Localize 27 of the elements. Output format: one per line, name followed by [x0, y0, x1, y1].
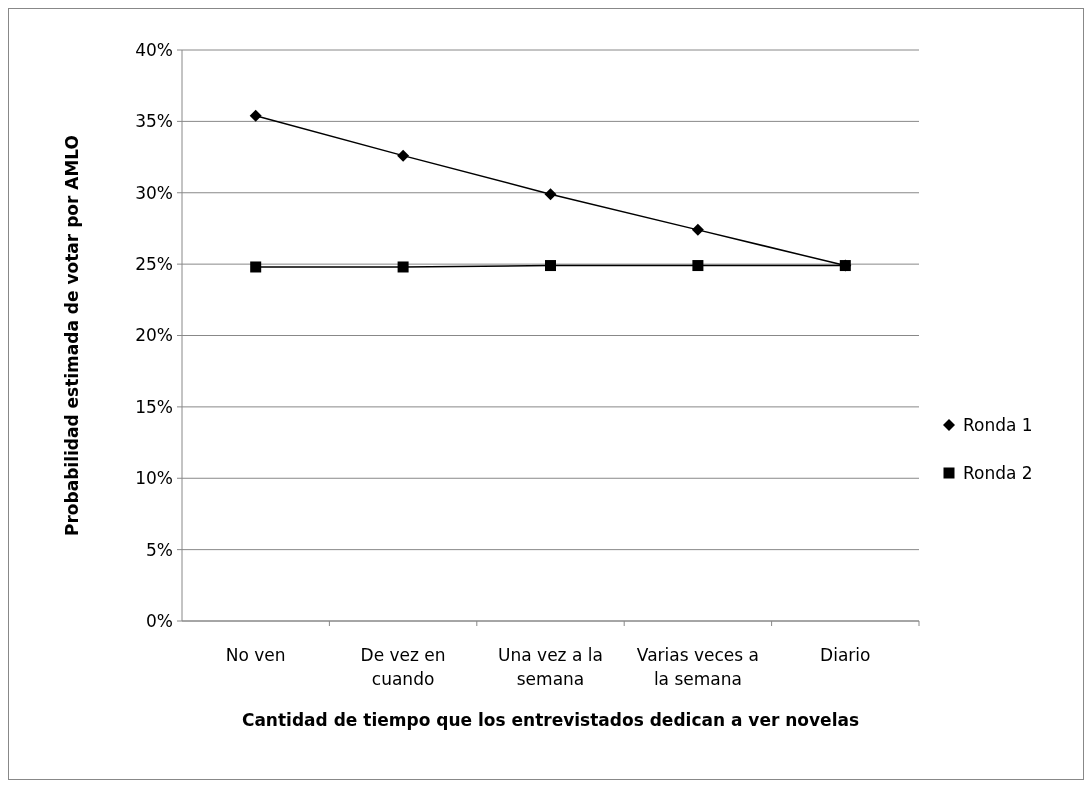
point	[692, 260, 704, 272]
point	[250, 261, 262, 273]
point	[397, 261, 409, 273]
y-tick-label: 35%	[135, 111, 173, 132]
y-tick-label: 30%	[135, 182, 173, 203]
y-tick-label: 10%	[135, 468, 173, 489]
x-tick-label: Diario	[820, 645, 871, 665]
legend-label: Ronda 1	[963, 414, 1033, 435]
x-tick-label: Varias veces a la semana	[636, 645, 759, 689]
x-axis-title: Cantidad de tiempo que los entrevistados dedican a ver novelas	[241, 710, 860, 730]
x-tick-label: No ven	[225, 645, 286, 665]
x-tick-label: De vez en cuando	[360, 645, 446, 689]
point	[691, 223, 704, 236]
y-tick-label: 40%	[135, 39, 173, 60]
legend-label: Ronda 2	[963, 462, 1033, 483]
point	[545, 260, 556, 272]
point	[839, 260, 851, 272]
y-axis-title: Probabilidad estimada de votar por AMLO	[62, 134, 82, 537]
point	[249, 109, 262, 122]
y-tick-label: 0%	[146, 610, 173, 631]
point	[544, 188, 557, 201]
y-tick-label: 25%	[135, 254, 173, 275]
x-tick-label: Una vez a la semana	[498, 645, 603, 689]
y-tick-label: 5%	[146, 539, 173, 560]
point	[397, 149, 410, 162]
y-tick-label: 20%	[135, 325, 173, 346]
y-tick-label: 15%	[135, 396, 173, 417]
